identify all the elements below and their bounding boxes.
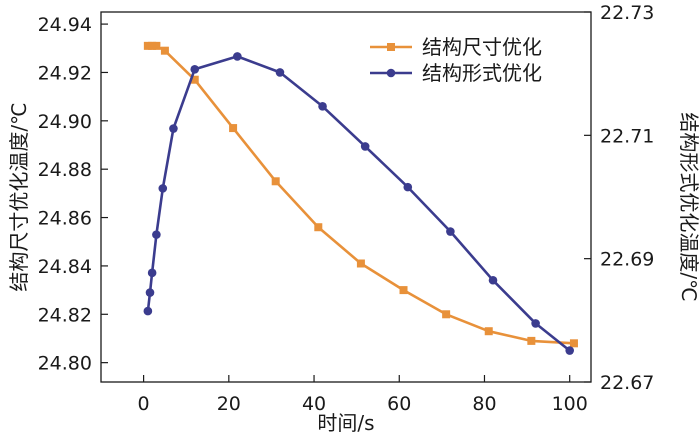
y-right-tick-label: 22.71 [600, 125, 654, 147]
y-left-tick-label: 24.80 [38, 353, 92, 375]
series-0-point [190, 75, 199, 84]
series-1-point [275, 68, 285, 77]
y-right-tick-label: 22.67 [600, 372, 654, 394]
series-1-point [403, 182, 413, 192]
series-0-point [356, 259, 365, 268]
series-1-point [158, 184, 168, 193]
series-1-point [488, 275, 498, 285]
x-tick-label: 0 [138, 393, 150, 415]
series-layer [143, 41, 578, 355]
series-1-point [318, 102, 327, 111]
series-0-point [143, 41, 152, 50]
axes [100, 11, 592, 383]
legend-marker-form-optimization [386, 68, 396, 78]
series-0-point [271, 177, 280, 186]
y-left-tick-label: 24.88 [38, 159, 92, 181]
y-right-tick-label: 22.73 [600, 2, 654, 24]
y-left-axis-ticks: 24.80 24.82 24.84 24.86 24.88 24.90 24.92 24.94 [38, 14, 108, 375]
series-1-point [531, 319, 540, 328]
x-tick-label: 80 [472, 393, 496, 415]
series-0-point [314, 223, 323, 232]
y-left-tick-label: 24.84 [38, 256, 92, 278]
y-left-tick-label: 24.82 [38, 304, 92, 326]
legend-label-form-optimization: 结构形式优化 [422, 61, 542, 85]
series-0-point [484, 327, 493, 336]
series-1-point [565, 346, 574, 355]
series-0-point [527, 336, 536, 345]
legend: 结构尺寸优化 结构形式优化 [370, 35, 542, 85]
series-1-point [147, 268, 157, 278]
series-1-point [190, 65, 200, 74]
x-tick-label: 20 [217, 393, 241, 415]
series-1-point [360, 142, 370, 151]
y-left-tick-label: 24.90 [38, 111, 92, 133]
series-0-point [399, 286, 408, 295]
series-1-point [446, 227, 455, 236]
legend-marker-size-optimization [387, 43, 395, 51]
y-right-tick-label: 22.69 [600, 249, 654, 271]
series-0-point [148, 41, 157, 50]
series-0-point [160, 46, 169, 55]
x-tick-label: 60 [387, 393, 411, 415]
series-0-point [569, 339, 578, 348]
series-line-1 [146, 55, 571, 352]
y-left-axis-title: 结构尺寸优化温度/℃ [7, 102, 31, 291]
x-axis-title: 时间/s [317, 411, 374, 435]
legend-item-size-optimization: 结构尺寸优化 [370, 35, 542, 59]
series-0-point [442, 310, 451, 319]
series-0-point [229, 124, 238, 133]
series-1-point [233, 52, 242, 61]
x-tick-label: 40 [302, 393, 326, 415]
y-right-axis-ticks: 22.67 22.69 22.71 22.73 [584, 2, 654, 394]
plot-frame [100, 11, 592, 383]
x-tick-label: 100 [552, 393, 588, 415]
y-left-tick-label: 24.94 [38, 14, 92, 36]
series-0-point [152, 41, 161, 50]
series-1-point [169, 124, 178, 133]
y-left-tick-label: 24.92 [38, 62, 92, 84]
x-axis-ticks: 0 20 40 60 80 100 [138, 375, 588, 415]
y-right-axis-title: 结构形式优化温度/℃ [677, 112, 700, 301]
series-1-point [152, 230, 161, 239]
legend-label-size-optimization: 结构尺寸优化 [422, 35, 542, 59]
legend-item-form-optimization: 结构形式优化 [370, 61, 542, 85]
y-left-tick-label: 24.86 [38, 208, 92, 230]
series-1-point [145, 288, 155, 297]
series-1-point [143, 306, 153, 316]
